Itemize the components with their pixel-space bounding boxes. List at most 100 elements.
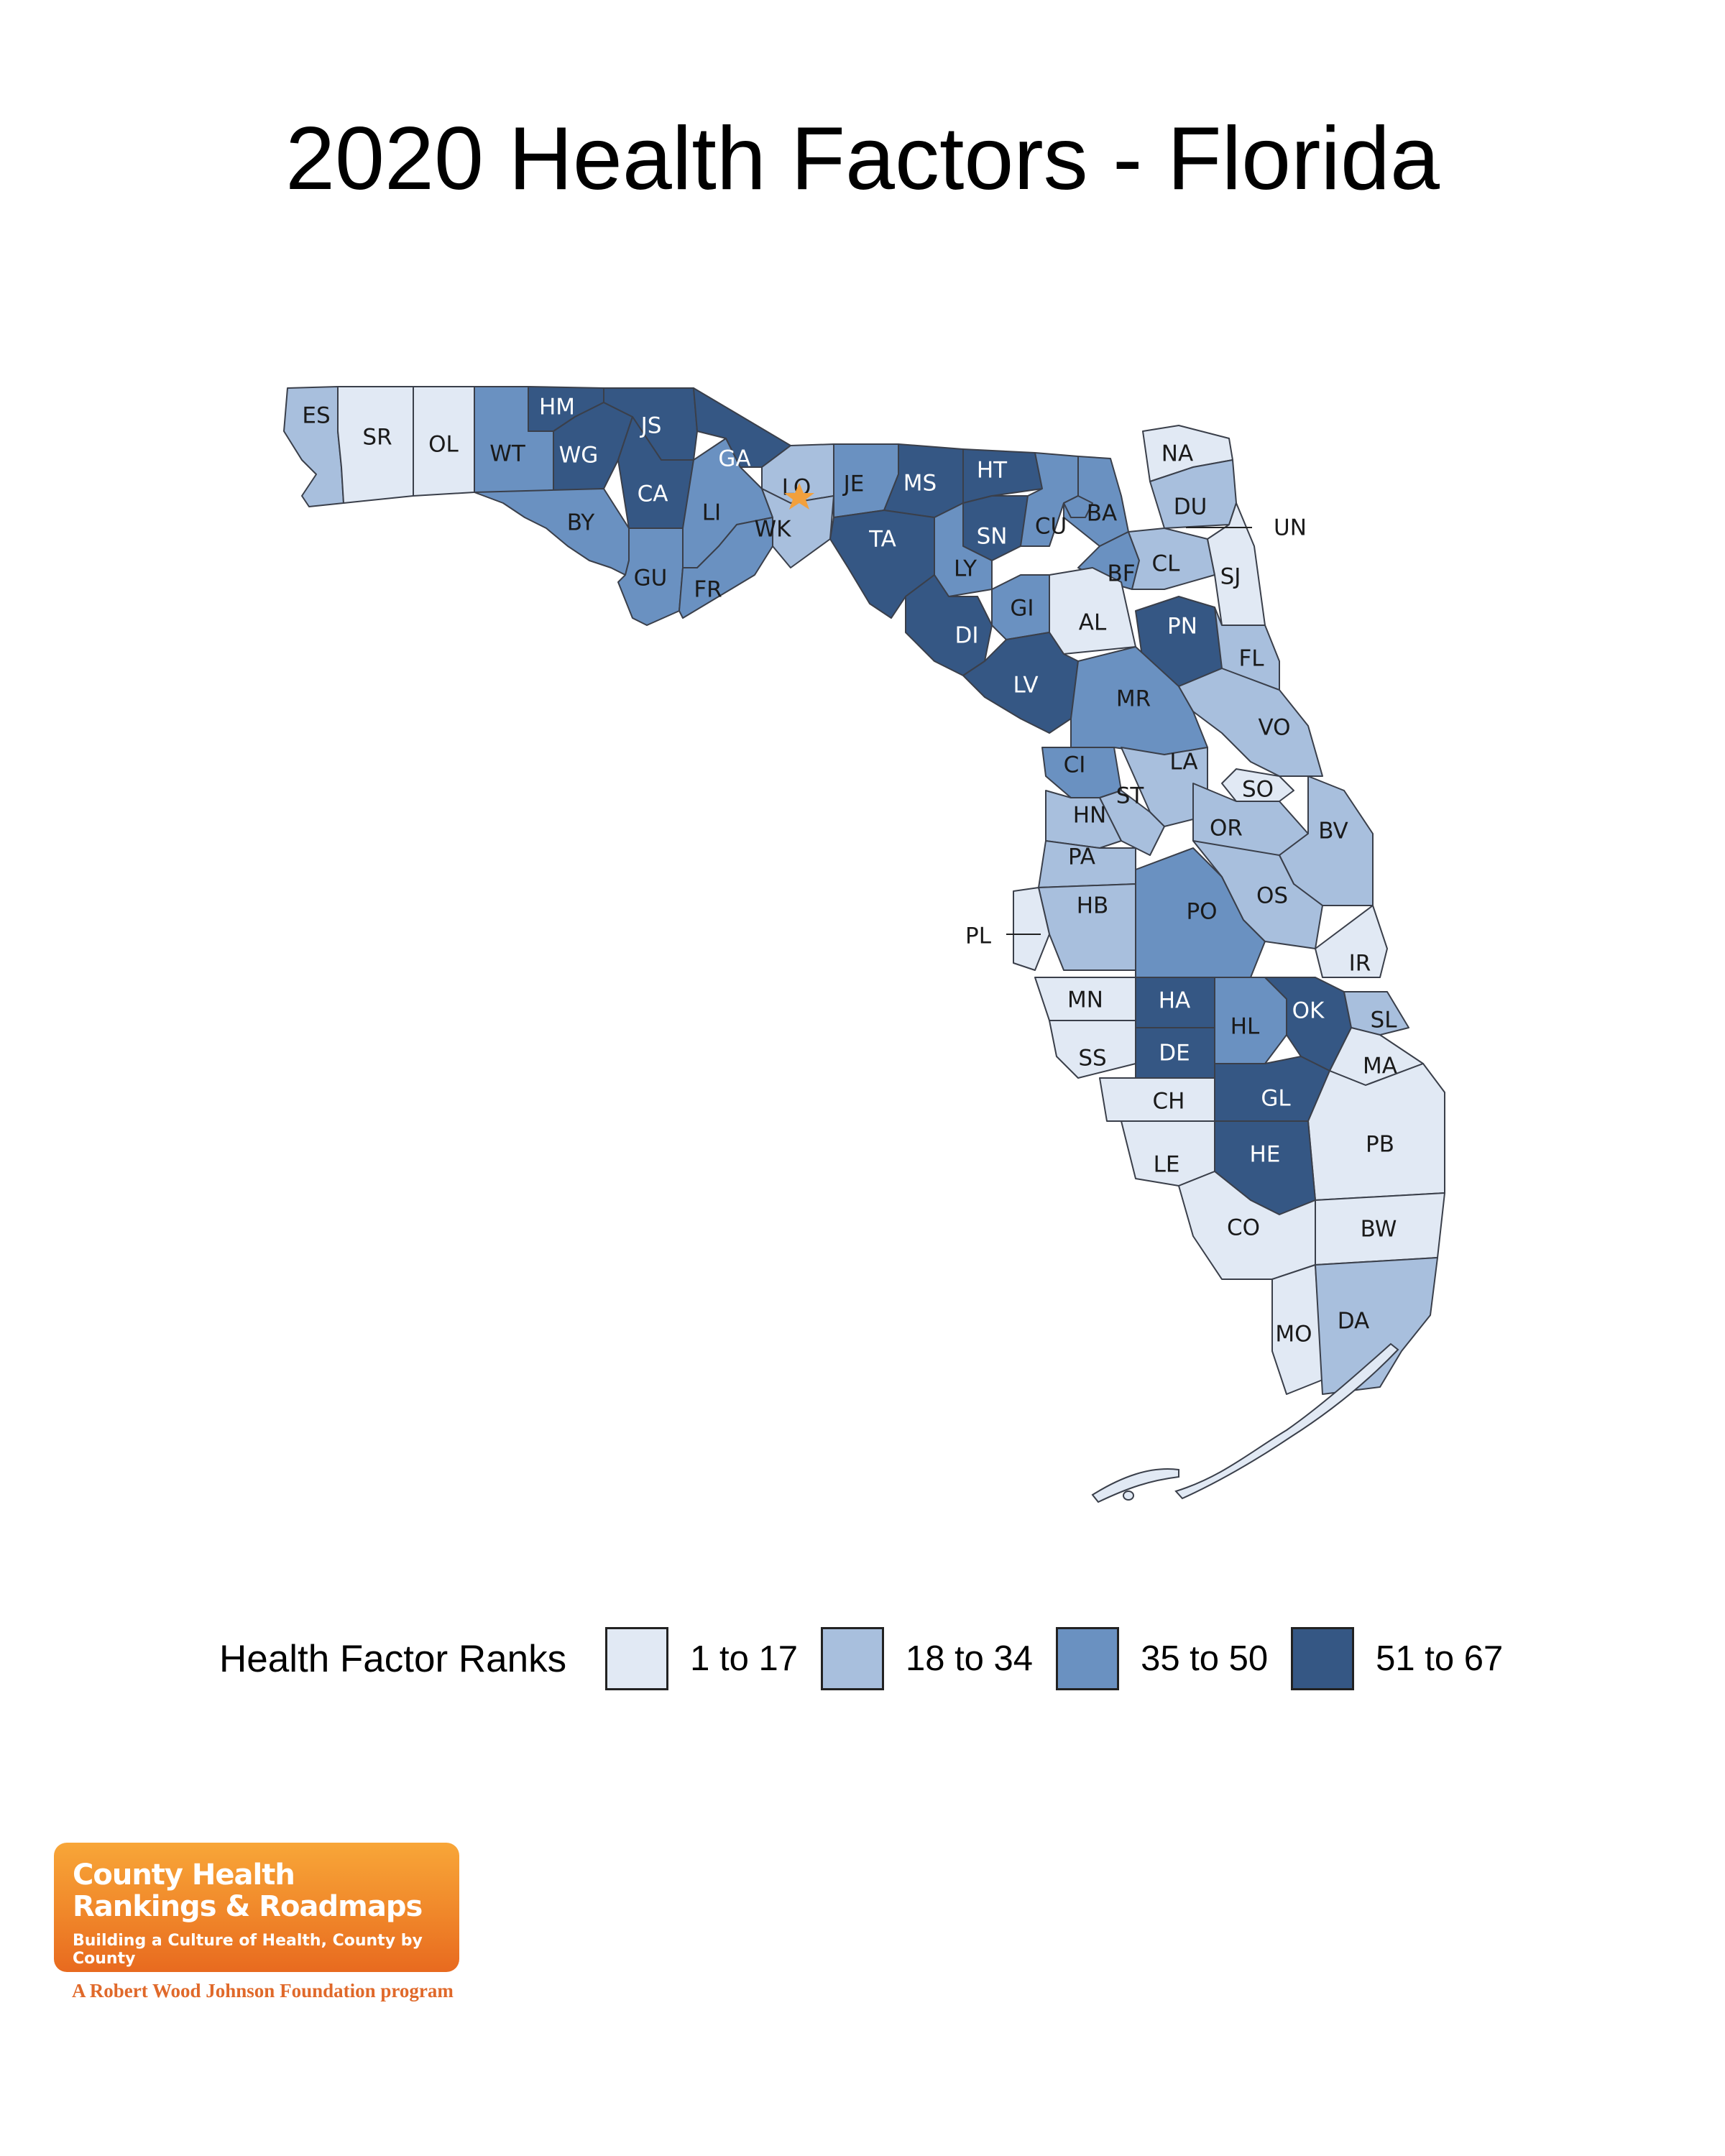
county-label-ly: LY bbox=[954, 556, 977, 582]
legend-title: Health Factor Ranks bbox=[219, 1637, 567, 1680]
county-label-hm: HM bbox=[539, 395, 575, 420]
florida-keys bbox=[1091, 1342, 1399, 1503]
legend: Health Factor Ranks 1 to 17 18 to 34 35 … bbox=[219, 1626, 1526, 1692]
county-label-hn: HN bbox=[1073, 803, 1107, 829]
county-label-sj: SJ bbox=[1220, 564, 1241, 590]
logo-footer: A Robert Wood Johnson Foundation program bbox=[72, 1980, 454, 2001]
county-label-ca: CA bbox=[638, 482, 668, 507]
county-label-ci: CI bbox=[1064, 752, 1086, 778]
county-label-di: DI bbox=[954, 623, 978, 649]
county-label-sl: SL bbox=[1371, 1008, 1398, 1033]
county-label-de: DE bbox=[1159, 1041, 1190, 1067]
county-label-po: PO bbox=[1186, 899, 1217, 925]
county-label-al: AL bbox=[1079, 610, 1107, 636]
county-pl bbox=[1013, 887, 1050, 971]
county-un bbox=[1063, 495, 1093, 518]
county-da bbox=[1315, 1257, 1438, 1395]
county-label-vo: VO bbox=[1258, 715, 1290, 741]
legend-swatch-51-67 bbox=[1291, 1627, 1355, 1690]
county-label-or: OR bbox=[1210, 816, 1243, 842]
county-label-pl: PL bbox=[965, 923, 992, 949]
legend-label-1-17: 1 to 17 bbox=[690, 1639, 798, 1678]
county-label-ga: GA bbox=[718, 446, 750, 472]
county-label-bv: BV bbox=[1318, 819, 1348, 844]
legend-label-51-67: 51 to 67 bbox=[1376, 1639, 1504, 1678]
county-label-wk: WK bbox=[755, 517, 792, 543]
county-label-gi: GI bbox=[1010, 596, 1034, 622]
county-cl bbox=[1128, 528, 1215, 590]
county-label-mo: MO bbox=[1275, 1322, 1312, 1348]
county-label-ta: TA bbox=[868, 527, 896, 553]
county-label-ba: BA bbox=[1087, 501, 1117, 527]
county-label-he: HE bbox=[1250, 1142, 1281, 1168]
legend-swatch-35-50 bbox=[1056, 1627, 1120, 1690]
county-label-es: ES bbox=[302, 403, 330, 429]
county-label-cu: CU bbox=[1035, 514, 1067, 540]
logo-line-2: Rankings & Roadmaps bbox=[73, 1890, 423, 1923]
county-label-la: LA bbox=[1169, 750, 1197, 775]
legend-item-51-67: 51 to 67 bbox=[1291, 1627, 1507, 1690]
county-label-js: JS bbox=[640, 413, 662, 439]
legend-swatch-18-34 bbox=[820, 1627, 884, 1690]
county-label-fr: FR bbox=[694, 577, 722, 603]
county-label-by: BY bbox=[567, 510, 595, 536]
county-label-un: UN bbox=[1274, 515, 1307, 541]
county-label-hb: HB bbox=[1077, 893, 1109, 919]
county-mo bbox=[1271, 1264, 1323, 1395]
legend-swatch-1-17 bbox=[605, 1627, 669, 1690]
county-label-pb: PB bbox=[1366, 1132, 1394, 1158]
county-sj bbox=[1207, 502, 1266, 626]
county-ss bbox=[1049, 1020, 1136, 1079]
county-label-ha: HA bbox=[1159, 988, 1191, 1014]
logo-line-1: County Health bbox=[73, 1858, 295, 1892]
legend-item-1-17: 1 to 17 bbox=[605, 1627, 802, 1690]
state-capital-star-icon bbox=[784, 483, 814, 510]
logo-tagline: Building a Culture of Health, County by … bbox=[73, 1932, 423, 1968]
county-sl bbox=[1343, 991, 1409, 1036]
county-label-je: JE bbox=[842, 471, 865, 497]
county-label-le: LE bbox=[1154, 1152, 1180, 1178]
county-label-hl: HL bbox=[1230, 1014, 1260, 1040]
county-label-li: LI bbox=[702, 500, 721, 526]
county-label-mn: MN bbox=[1067, 987, 1103, 1013]
legend-label-35-50: 35 to 50 bbox=[1141, 1639, 1269, 1678]
county-ht bbox=[962, 448, 1043, 504]
map-title: 2020 Health Factors - Florida bbox=[285, 109, 1440, 208]
county-ta bbox=[829, 510, 935, 619]
county-label-os: OS bbox=[1256, 883, 1288, 909]
county-label-sr: SR bbox=[362, 425, 392, 451]
county-label-mr: MR bbox=[1116, 686, 1151, 712]
county-ir bbox=[1315, 905, 1388, 978]
dry-tortugas-island bbox=[1123, 1491, 1134, 1501]
county-label-ht: HT bbox=[977, 458, 1008, 484]
county-label-sn: SN bbox=[977, 524, 1008, 550]
county-label-fl: FL bbox=[1238, 646, 1264, 672]
legend-item-18-34: 18 to 34 bbox=[820, 1627, 1037, 1690]
county-label-st: ST bbox=[1116, 783, 1145, 809]
county-label-ch: CH bbox=[1153, 1089, 1185, 1115]
county-vo bbox=[1178, 668, 1323, 777]
county-label-gl: GL bbox=[1261, 1086, 1291, 1112]
chrr-logo: County Health Rankings & Roadmaps Buildi… bbox=[54, 1843, 459, 1972]
county-label-du: DU bbox=[1174, 494, 1208, 520]
legend-label-18-34: 18 to 34 bbox=[905, 1639, 1034, 1678]
county-label-wt: WT bbox=[489, 441, 526, 467]
county-by bbox=[474, 488, 630, 576]
county-label-bf: BF bbox=[1107, 561, 1135, 587]
county-label-da: DA bbox=[1338, 1309, 1370, 1335]
county-label-ms: MS bbox=[903, 471, 937, 497]
county-label-ir: IR bbox=[1349, 951, 1371, 977]
county-label-ok: OK bbox=[1292, 998, 1325, 1024]
county-label-so: SO bbox=[1242, 777, 1274, 803]
legend-item-35-50: 35 to 50 bbox=[1056, 1627, 1272, 1690]
county-label-pa: PA bbox=[1068, 844, 1095, 870]
county-label-gu: GU bbox=[634, 566, 668, 591]
county-label-ss: SS bbox=[1078, 1046, 1106, 1072]
county-label-pn: PN bbox=[1167, 614, 1197, 640]
county-label-lv: LV bbox=[1013, 673, 1038, 699]
county-pa bbox=[1038, 840, 1136, 888]
county-label-ma: MA bbox=[1363, 1054, 1397, 1079]
county-label-na: NA bbox=[1162, 441, 1193, 467]
county-label-ol: OL bbox=[428, 432, 459, 458]
